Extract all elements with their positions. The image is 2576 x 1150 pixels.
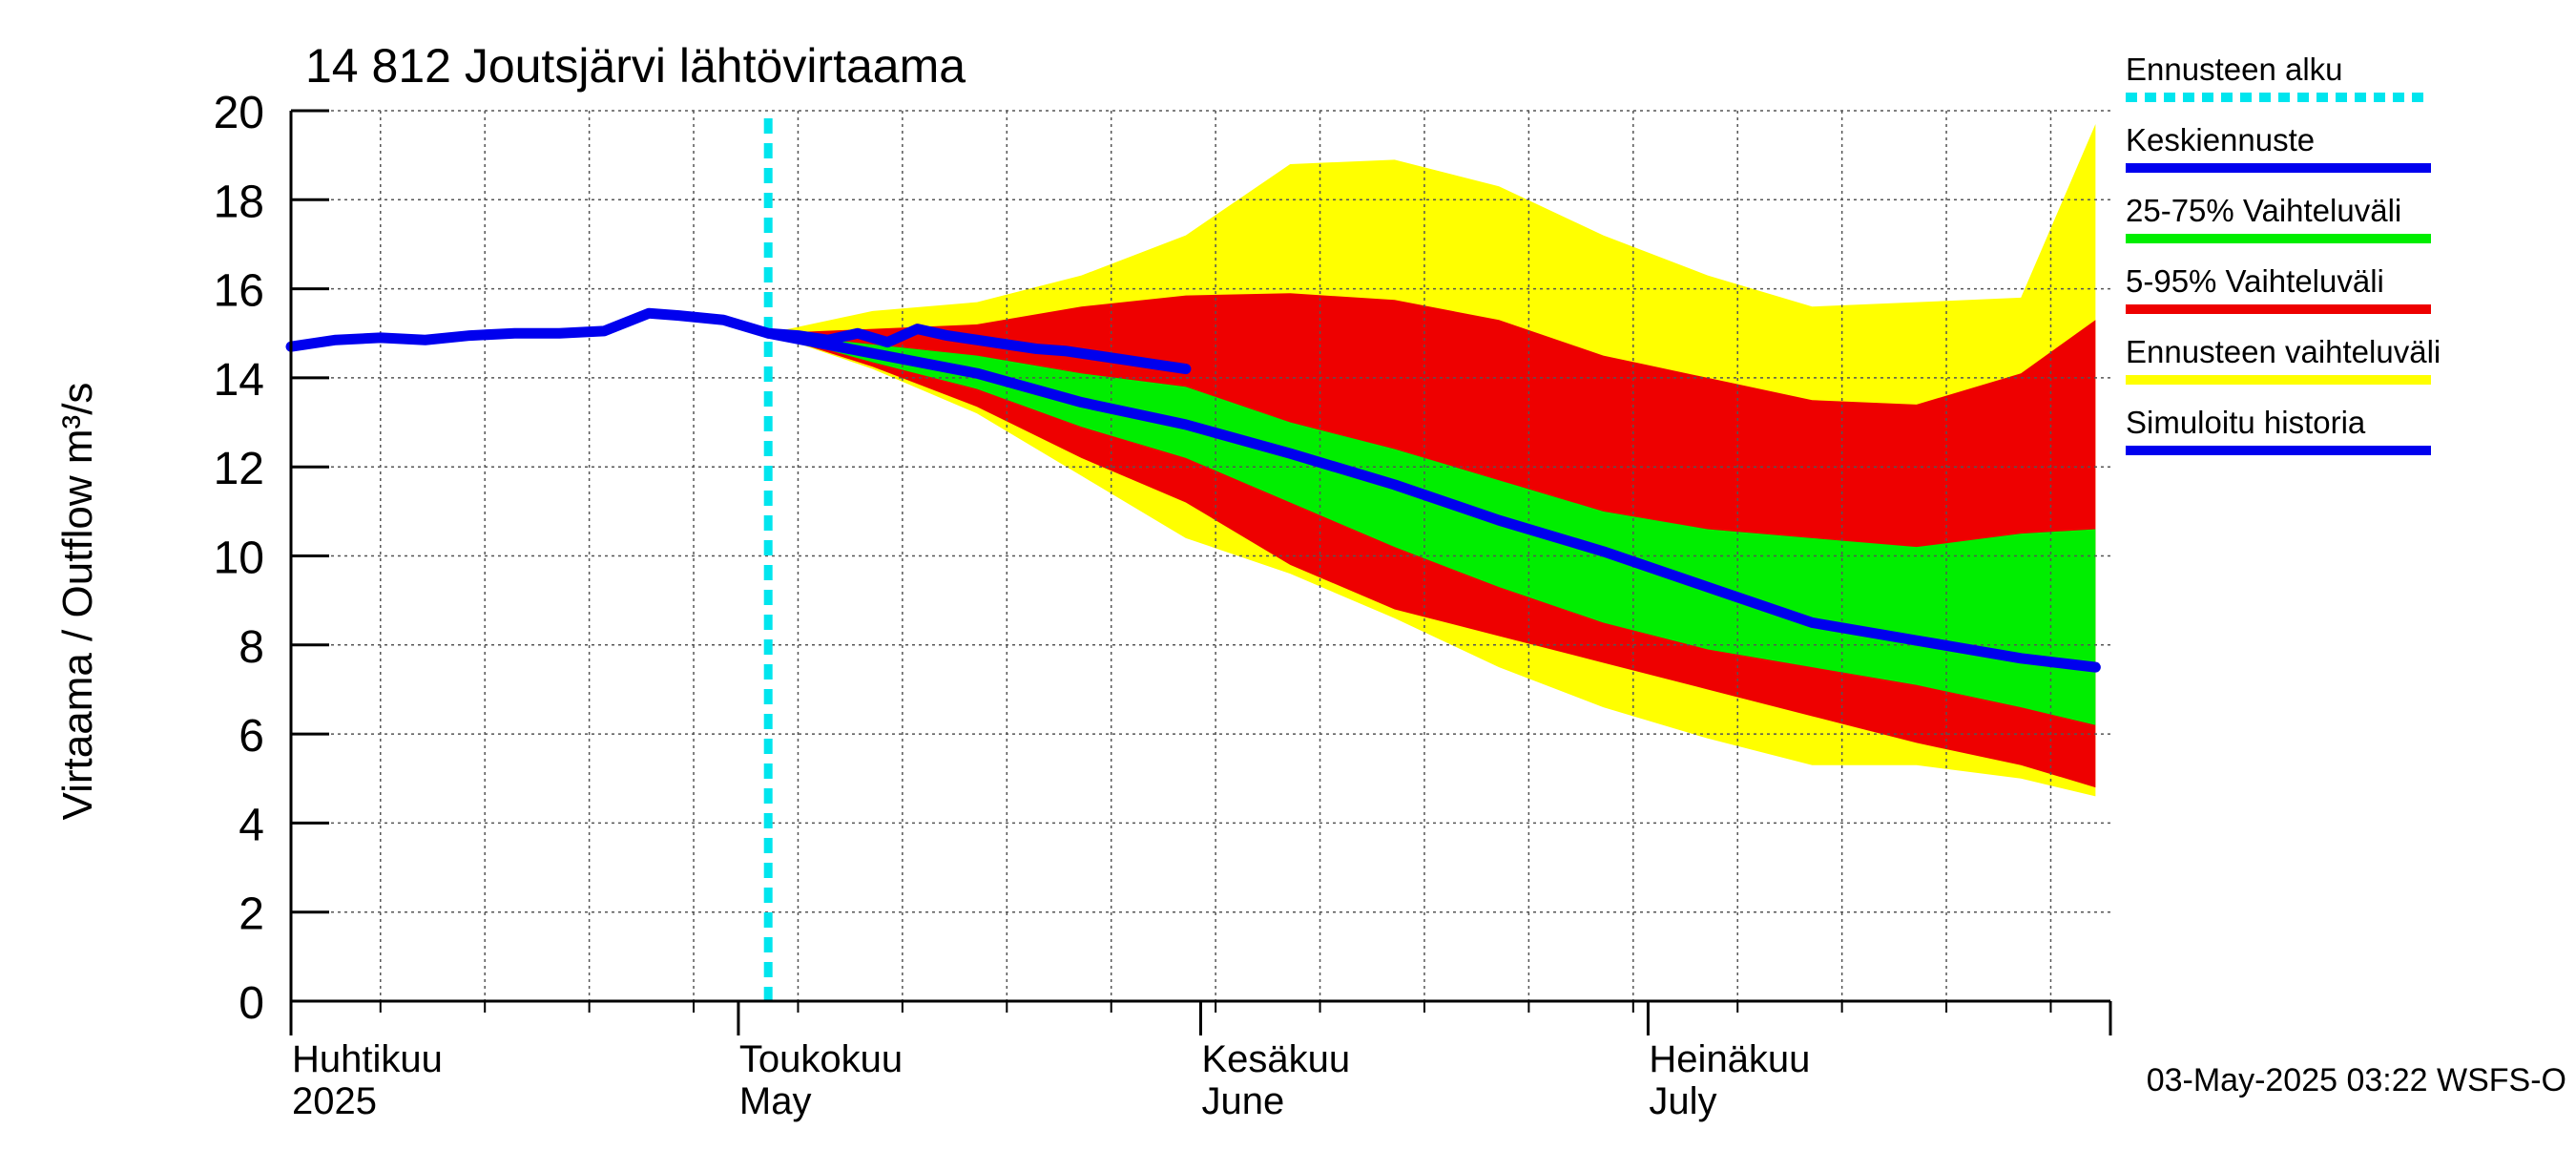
y-axis-label: Virtaama / Outflow m³/s [54,383,101,821]
x-month-label: Toukokuu [739,1038,903,1080]
y-tick-label: 20 [214,88,264,138]
y-tick-label: 16 [214,266,264,317]
legend-label: Simuloitu historia [2126,405,2366,440]
y-tick-label: 2 [239,889,264,940]
x-month-label: Kesäkuu [1202,1038,1351,1080]
footer-timestamp: 03-May-2025 03:22 WSFS-O [2147,1062,2566,1098]
y-tick-label: 12 [214,444,264,494]
x-month-sublabel: 2025 [292,1080,377,1122]
y-tick-label: 6 [239,711,264,762]
data-lines [285,118,2101,1001]
y-tick-label: 4 [239,800,264,850]
y-tick-label: 8 [239,622,264,673]
y-tick-label: 10 [214,533,264,584]
y-tick-label: 0 [239,978,264,1029]
legend-label: Ennusteen vaihteluväli [2126,334,2441,369]
legend-label: 5-95% Vaihteluväli [2126,263,2384,299]
y-tick-label: 14 [214,355,264,406]
grid-lines [291,110,2110,1001]
x-month-sublabel: June [1202,1080,1285,1122]
x-month-label: Huhtikuu [292,1038,443,1080]
forecast-bands [768,123,2096,797]
x-month-sublabel: May [739,1080,812,1122]
legend: Ennusteen alku Keskiennuste 25-75% Vaihtel… [2126,52,2441,455]
legend-label: 25-75% Vaihteluväli [2126,193,2401,228]
legend-label: Ennusteen alku [2126,52,2343,87]
chart-title: 14 812 Joutsjärvi lähtövirtaama [305,39,966,93]
legend-label: Keskiennuste [2126,122,2315,157]
x-month-label: Heinäkuu [1649,1038,1810,1080]
band-25-75 [768,333,2096,725]
median-forecast-line [762,327,2101,673]
x-month-sublabel: July [1649,1080,1716,1122]
y-tick-label: 18 [214,177,264,227]
